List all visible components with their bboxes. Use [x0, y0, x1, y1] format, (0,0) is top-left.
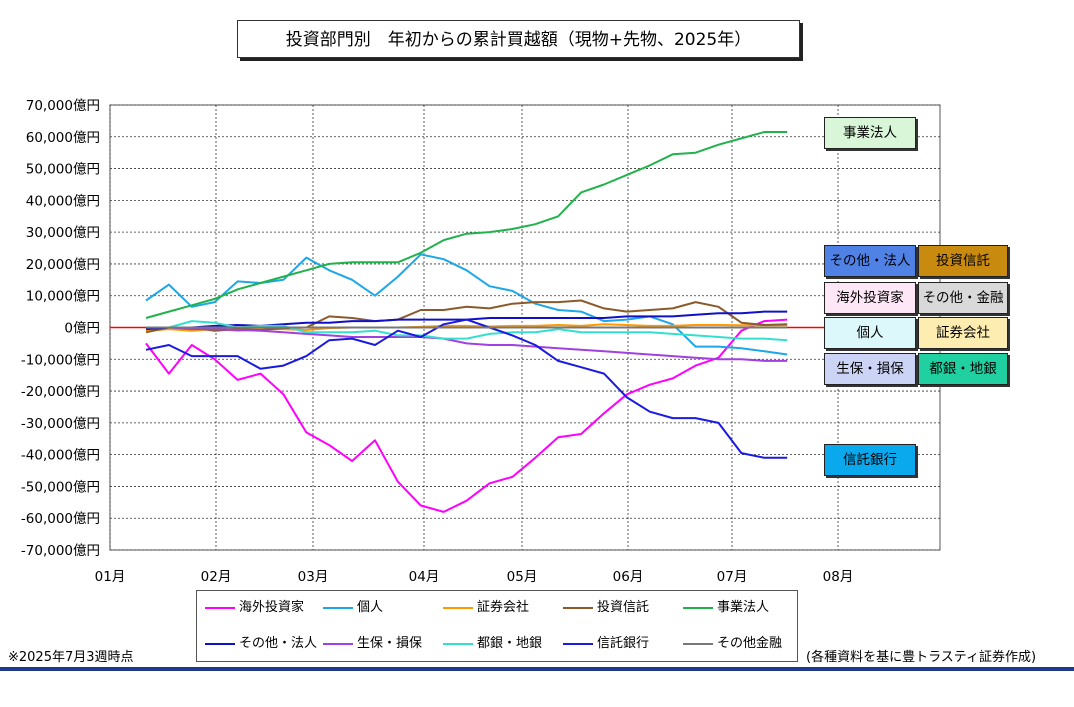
legend-label: 都銀・地銀: [477, 636, 543, 651]
source-note: (各種資料を基に豊トラスティ証券作成): [806, 650, 1037, 665]
y-tick-label: 50,000億円: [26, 162, 100, 178]
legend-label: 信託銀行: [597, 636, 650, 651]
y-tick-label: -60,000億円: [21, 511, 100, 527]
x-tick-label: 05月: [507, 569, 538, 585]
tag-seiho: 生保・損保: [824, 353, 916, 385]
tag-toshin: 投資信託: [918, 245, 1008, 277]
y-tick-label: 10,000億円: [26, 289, 100, 305]
x-tick-label: 07月: [717, 569, 748, 585]
y-tick-label: -30,000億円: [21, 416, 100, 432]
x-tick-label: 08月: [823, 569, 854, 585]
series-line: [146, 320, 788, 342]
footnote: ※2025年7月3週時点: [8, 650, 134, 665]
legend: 海外投資家 個人 証券会社 投資信託 事業法人 その他・法人 生保・損保 都銀・…: [196, 590, 798, 662]
tag-sonota-hojin: その他・法人: [824, 245, 916, 277]
legend-label: 生保・損保: [357, 636, 423, 651]
y-tick-label: -20,000億円: [21, 384, 100, 400]
x-tick-label: 03月: [298, 569, 329, 585]
legend-label: その他・法人: [239, 636, 318, 651]
tag-shintaku: 信託銀行: [824, 444, 916, 476]
y-tick-label: 70,000億円: [26, 98, 100, 114]
tag-togin: 都銀・地銀: [918, 353, 1008, 385]
legend-label: 事業法人: [717, 600, 770, 615]
series-line: [145, 318, 788, 513]
series-line: [146, 326, 788, 362]
legend-label: 海外投資家: [239, 600, 305, 615]
line-chart: 70,000億円 60,000億円 50,000億円 40,000億円 30,000億円…: [21, 98, 941, 585]
legend-label: 証券会社: [477, 600, 530, 615]
tag-shoken: 証券会社: [918, 317, 1008, 349]
tag-kojin: 個人: [824, 317, 916, 349]
x-tick-label: 01月: [95, 569, 126, 585]
legend-label: 投資信託: [597, 600, 650, 615]
y-tick-label: -10,000億円: [21, 352, 100, 368]
x-tick-label: 04月: [409, 569, 440, 585]
y-tick-label: -40,000億円: [21, 448, 100, 464]
chart-title: 投資部門別 年初からの累計買越額（現物+先物、2025年）: [237, 20, 800, 58]
y-tick-label: 60,000億円: [26, 130, 100, 146]
legend-label: 個人: [357, 600, 384, 615]
bottom-rule: [0, 667, 1074, 671]
tag-jigyo: 事業法人: [824, 117, 916, 149]
legend-label: その他金融: [717, 636, 783, 651]
y-tick-label: 20,000億円: [26, 257, 100, 273]
tag-sonota-kinyu: その他・金融: [918, 282, 1008, 314]
y-tick-label: -50,000億円: [21, 479, 100, 495]
y-tick-label: 30,000億円: [26, 225, 100, 241]
tag-kaigai: 海外投資家: [824, 282, 916, 314]
series-line: [145, 131, 788, 319]
y-tick-label: -70,000億円: [21, 543, 100, 559]
x-tick-label: 02月: [201, 569, 232, 585]
x-tick-label: 06月: [613, 569, 644, 585]
y-tick-label: 0億円: [64, 321, 100, 337]
series-line: [145, 253, 788, 356]
series-line: [145, 318, 788, 459]
y-tick-label: 40,000億円: [26, 193, 100, 209]
